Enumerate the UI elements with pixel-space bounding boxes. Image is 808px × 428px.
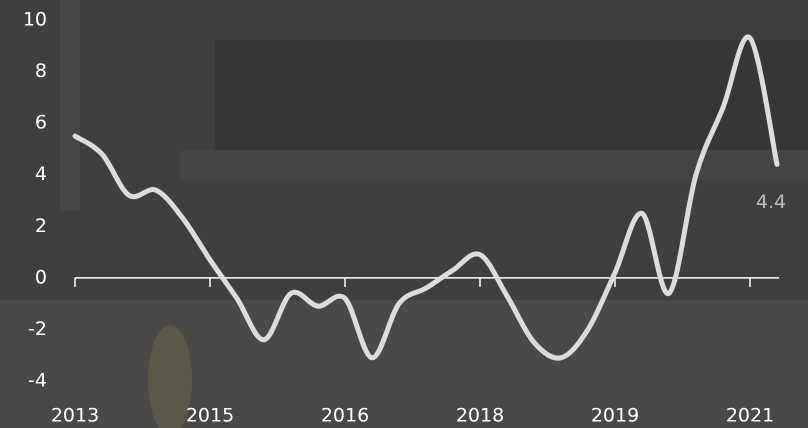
x-tick-label: 2015	[186, 405, 234, 427]
y-tick-label: -2	[28, 318, 47, 340]
y-tick-label: 4	[35, 163, 47, 185]
x-tick-label: 2016	[321, 405, 369, 427]
data-line	[72, 34, 780, 361]
x-tick-label: 2021	[726, 405, 774, 427]
value-label: 4.4	[756, 191, 786, 213]
x-tick-label: 2013	[51, 405, 99, 427]
y-tick-label: 8	[35, 60, 47, 82]
y-tick-label: 2	[35, 215, 47, 237]
x-tick-label: 2018	[456, 405, 504, 427]
y-tick-label: 10	[23, 9, 47, 31]
x-tick-label: 2019	[591, 405, 639, 427]
y-tick-label: 0	[35, 266, 47, 288]
y-tick-label: -4	[28, 370, 47, 392]
y-tick-label: 6	[35, 112, 47, 134]
